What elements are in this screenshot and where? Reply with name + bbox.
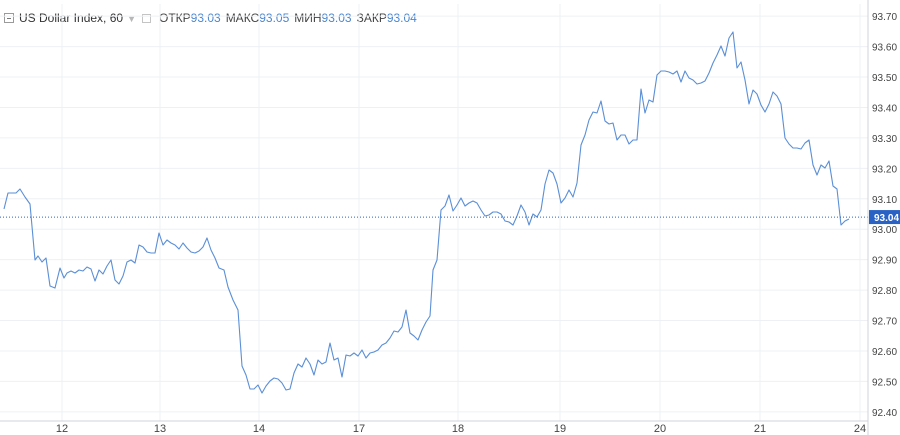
- chart-legend: US Dollar Index, 60 ▼ ОТКР 93.03 МАКС 93.0…: [4, 9, 417, 27]
- low-label: МИН: [294, 11, 322, 25]
- time-axis: 12 13 14 17 18 19 20 21 24: [0, 420, 868, 435]
- last-price-tag: [869, 210, 900, 225]
- open-value: 93.03: [190, 11, 221, 25]
- y-tick-label: 93.70: [872, 12, 897, 23]
- symbol-title[interactable]: US Dollar Index, 60: [19, 11, 124, 25]
- x-tick-label: 12: [56, 423, 68, 435]
- high-label: МАКС: [225, 11, 260, 25]
- y-tick-label: 93.60: [872, 43, 897, 54]
- y-tick-label: 92.70: [872, 317, 897, 328]
- settings-box-icon[interactable]: [141, 13, 151, 23]
- last-price-label: 93.04: [874, 213, 899, 224]
- y-tick-label: 92.90: [872, 256, 897, 267]
- price-axis: 93.70 93.60 93.50 93.40 93.30 93.20 93.10 93.00…: [867, 0, 900, 435]
- y-tick-label: 92.50: [872, 377, 897, 388]
- x-tick-label: 14: [253, 423, 265, 435]
- x-tick-label: 20: [654, 423, 666, 435]
- y-tick-label: 92.80: [872, 286, 897, 297]
- price-line: [3, 31, 850, 394]
- open-label: ОТКР: [158, 11, 191, 25]
- y-tick-label: 92.40: [872, 408, 897, 419]
- x-tick-label: 13: [154, 423, 166, 435]
- y-tick-label: 93.10: [872, 195, 897, 206]
- chevron-down-icon[interactable]: ▼: [127, 13, 136, 24]
- y-tick-label: 93.50: [872, 73, 897, 84]
- x-tick-label: 19: [554, 423, 566, 435]
- x-tick-label: 17: [353, 423, 365, 435]
- collapse-icon[interactable]: [4, 13, 14, 23]
- x-tick-label: 21: [754, 423, 766, 435]
- close-value: 93.04: [386, 11, 417, 25]
- y-tick-label: 92.60: [872, 347, 897, 358]
- high-value: 93.05: [259, 11, 290, 25]
- x-tick-label: 18: [452, 423, 464, 435]
- grid: [0, 4, 868, 421]
- y-tick-label: 93.30: [872, 134, 897, 145]
- close-label: ЗАКР: [356, 11, 387, 25]
- price-series: [0, 31, 868, 394]
- x-tick-label: 24: [854, 423, 866, 435]
- y-tick-label: 93.00: [872, 225, 897, 236]
- y-tick-label: 93.20: [872, 164, 897, 175]
- y-tick-label: 93.40: [872, 103, 897, 114]
- low-value: 93.03: [321, 11, 352, 25]
